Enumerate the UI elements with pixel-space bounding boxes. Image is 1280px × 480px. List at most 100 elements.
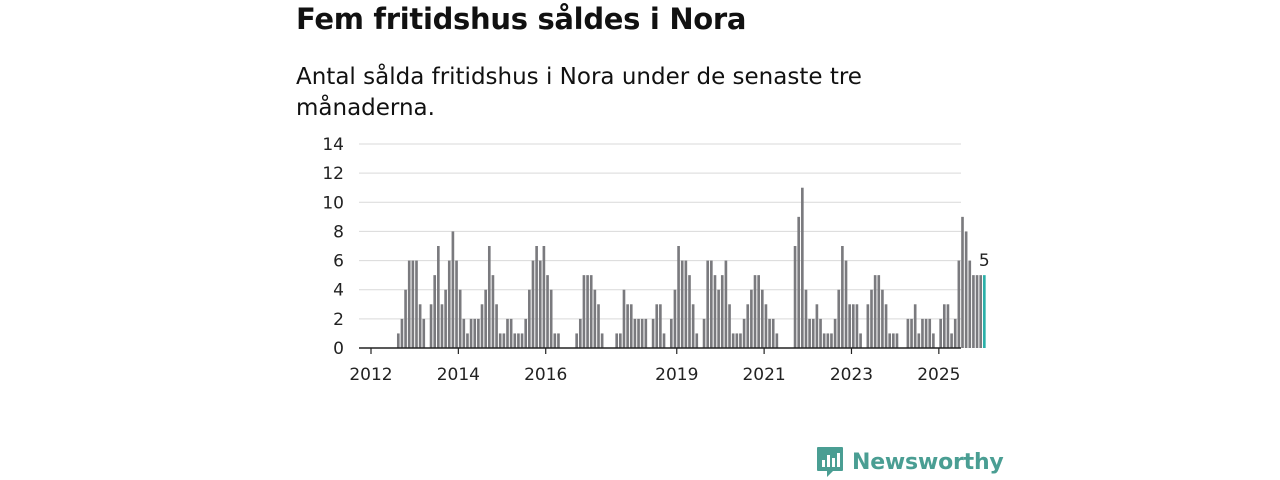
- bar[interactable]: [695, 333, 699, 348]
- bar[interactable]: [855, 304, 859, 348]
- bar[interactable]: [771, 318, 775, 348]
- bar[interactable]: [404, 289, 407, 348]
- bar[interactable]: [680, 260, 684, 348]
- bar[interactable]: [797, 216, 801, 348]
- bar[interactable]: [546, 275, 549, 348]
- bar[interactable]: [619, 333, 622, 348]
- bar[interactable]: [713, 275, 717, 348]
- bar[interactable]: [662, 333, 666, 348]
- bar[interactable]: [491, 275, 495, 348]
- bar[interactable]: [706, 260, 710, 348]
- bar[interactable]: [826, 333, 830, 348]
- bar[interactable]: [928, 318, 932, 348]
- bar[interactable]: [972, 275, 975, 348]
- bar[interactable]: [906, 318, 910, 348]
- bar[interactable]: [742, 318, 746, 348]
- bar[interactable]: [673, 289, 677, 348]
- bar[interactable]: [593, 289, 597, 348]
- bar[interactable]: [833, 318, 837, 348]
- bar[interactable]: [720, 275, 724, 348]
- bar[interactable]: [688, 275, 691, 348]
- bar[interactable]: [837, 289, 841, 348]
- bar[interactable]: [640, 318, 644, 348]
- bar[interactable]: [793, 246, 797, 348]
- bar[interactable]: [542, 246, 546, 348]
- bar[interactable]: [804, 289, 808, 348]
- bar[interactable]: [830, 333, 833, 348]
- bar[interactable]: [753, 275, 757, 348]
- bar[interactable]: [629, 304, 633, 348]
- bar[interactable]: [411, 260, 415, 348]
- bar[interactable]: [739, 333, 742, 348]
- bar[interactable]: [473, 318, 477, 348]
- bar[interactable]: [684, 260, 688, 348]
- bar[interactable]: [469, 318, 473, 348]
- bar[interactable]: [746, 304, 750, 348]
- bar[interactable]: [866, 304, 870, 348]
- bar[interactable]: [859, 333, 862, 348]
- bar[interactable]: [517, 333, 520, 348]
- bar[interactable]: [924, 318, 928, 348]
- bar[interactable]: [553, 333, 557, 348]
- bar[interactable]: [400, 318, 404, 348]
- bar[interactable]: [615, 333, 619, 348]
- bar[interactable]: [415, 260, 418, 348]
- bar[interactable]: [815, 304, 819, 348]
- bar[interactable]: [582, 275, 586, 348]
- bar[interactable]: [440, 304, 444, 348]
- bar[interactable]: [651, 318, 655, 348]
- bar[interactable]: [957, 260, 961, 348]
- bar[interactable]: [939, 318, 942, 348]
- bar[interactable]: [509, 318, 513, 348]
- bar[interactable]: [953, 318, 957, 348]
- bar[interactable]: [429, 304, 433, 348]
- bar[interactable]: [848, 304, 851, 348]
- bar[interactable]: [480, 304, 484, 348]
- bar[interactable]: [407, 260, 411, 348]
- bar[interactable]: [422, 318, 426, 348]
- bar[interactable]: [942, 304, 946, 348]
- bar[interactable]: [728, 304, 731, 348]
- bar[interactable]: [892, 333, 895, 348]
- bar[interactable]: [444, 289, 447, 348]
- bar[interactable]: [520, 333, 524, 348]
- bar[interactable]: [498, 333, 502, 348]
- bar[interactable]: [870, 289, 873, 348]
- bar[interactable]: [921, 318, 924, 348]
- bar[interactable]: [477, 318, 480, 348]
- bar[interactable]: [964, 231, 968, 348]
- bar[interactable]: [677, 246, 680, 348]
- bar[interactable]: [801, 187, 804, 348]
- bar[interactable]: [557, 333, 560, 348]
- bar[interactable]: [655, 304, 659, 348]
- bar[interactable]: [637, 318, 640, 348]
- bar[interactable]: [506, 318, 509, 348]
- bar[interactable]: [877, 275, 881, 348]
- bar[interactable]: [524, 318, 528, 348]
- bar[interactable]: [811, 318, 815, 348]
- bar[interactable]: [535, 246, 538, 348]
- bar[interactable]: [437, 246, 440, 348]
- bar[interactable]: [597, 304, 600, 348]
- bar[interactable]: [644, 318, 648, 348]
- bar[interactable]: [578, 318, 582, 348]
- bar[interactable]: [710, 260, 713, 348]
- bar[interactable]: [844, 260, 848, 348]
- bar[interactable]: [910, 318, 913, 348]
- bar[interactable]: [458, 289, 462, 348]
- bar[interactable]: [669, 318, 673, 348]
- bar[interactable]: [764, 304, 768, 348]
- bar[interactable]: [979, 275, 983, 348]
- bar[interactable]: [589, 275, 593, 348]
- bar[interactable]: [549, 289, 553, 348]
- bar[interactable]: [760, 289, 764, 348]
- bar[interactable]: [418, 304, 422, 348]
- bar[interactable]: [586, 275, 589, 348]
- bar[interactable]: [884, 304, 888, 348]
- bar[interactable]: [946, 304, 950, 348]
- bar[interactable]: [950, 333, 953, 348]
- bar[interactable]: [513, 333, 517, 348]
- bar[interactable]: [451, 231, 455, 348]
- bar[interactable]: [731, 333, 735, 348]
- bar[interactable]: [659, 304, 662, 348]
